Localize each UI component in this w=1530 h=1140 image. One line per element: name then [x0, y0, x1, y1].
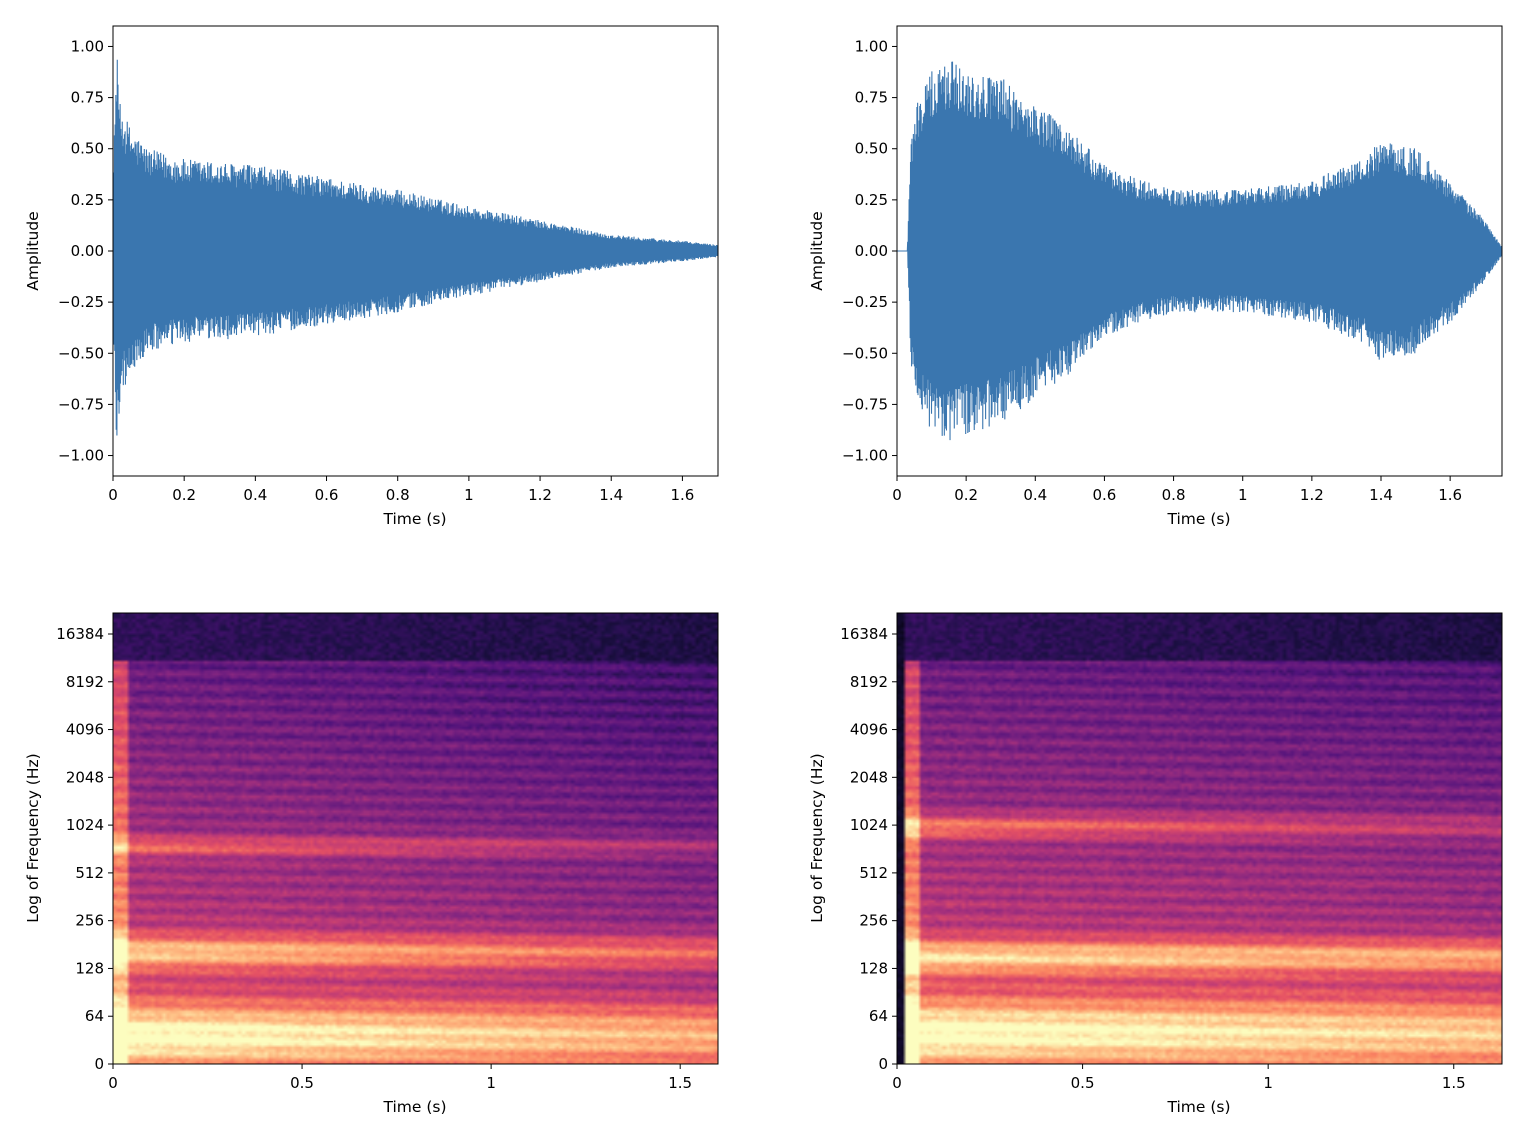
x-tick-label-left: 1.6 — [670, 486, 694, 504]
y-axis-label-spectrogram-left: Log of Frequency (Hz) — [24, 753, 42, 922]
y-tick-label-left: 512 — [75, 864, 104, 882]
y-tick-label-right: 64 — [869, 1007, 888, 1025]
y-tick-label-left: −0.50 — [58, 344, 104, 362]
y-tick-label-left: −0.25 — [58, 293, 104, 311]
y-tick-label-left: −0.75 — [58, 395, 104, 413]
y-tick-label-left: 0.25 — [71, 191, 104, 209]
x-ticks-waveform-left: 0 0.2 0.4 0.6 0.8 1 1.2 1.4 1.6 — [108, 476, 694, 504]
x-ticks-waveform-right: 0 0.2 0.4 0.6 0.8 1 1.2 1.4 1.6 — [892, 476, 1462, 504]
x-ticks-spectrogram-right: 0 0.5 1 1.5 — [892, 1064, 1466, 1092]
waveform-line — [113, 59, 718, 436]
x-tick-label-left: 0 — [108, 1074, 118, 1092]
x-ticks-spectrogram-left: 0 0.5 1 1.5 — [108, 1064, 692, 1092]
y-tick-label-right: 4096 — [850, 721, 888, 739]
y-tick-label-left: 128 — [75, 959, 104, 977]
x-tick-label-right: 0.5 — [1071, 1074, 1095, 1092]
x-tick-label-left: 1.5 — [668, 1074, 692, 1092]
y-ticks-spectrogram-left: 16384 8192 4096 2048 1024 512 256 128 64 0 — [56, 625, 113, 1073]
spectrogram-plot-right: 0 0.5 1 1.5 16384 8192 4096 2048 1024 512 256 128 6… — [808, 612, 1503, 1116]
y-tick-label-right: 1024 — [850, 816, 888, 834]
x-tick-label-right: 1.5 — [1442, 1074, 1466, 1092]
waveform-plot-right: 0 0.2 0.4 0.6 0.8 1 1.2 1.4 1.6 1.00 0.75 0.50 0.25… — [808, 25, 1503, 528]
x-tick-label-left: 0.4 — [243, 486, 267, 504]
y-ticks-spectrogram-right: 16384 8192 4096 2048 1024 512 256 128 64 0 — [840, 625, 897, 1073]
y-tick-label-left: 0.50 — [71, 140, 104, 158]
x-tick-label-right: 1 — [1238, 486, 1248, 504]
y-ticks-waveform-right: 1.00 0.75 0.50 0.25 0.00 −0.25 −0.50 −0.75 −1.00 — [842, 37, 897, 465]
y-tick-label-right: 0.75 — [855, 89, 888, 107]
y-tick-label-right: 16384 — [840, 625, 888, 643]
y-axis-label-waveform-left: Amplitude — [24, 211, 42, 290]
y-tick-label-right: −1.00 — [842, 447, 888, 465]
x-tick-label-left: 0.5 — [290, 1074, 314, 1092]
y-tick-label-right: 512 — [859, 864, 888, 882]
waveform-line — [897, 61, 1502, 441]
y-tick-label-right: −0.75 — [842, 395, 888, 413]
axes-frame-spectrogram-left — [112, 612, 719, 1065]
y-tick-label-left: 4096 — [66, 721, 104, 739]
x-tick-label-left: 0.8 — [386, 486, 410, 504]
x-tick-label-right: 0.6 — [1092, 486, 1116, 504]
x-tick-label-right: 0 — [892, 1074, 902, 1092]
y-tick-label-left: 0 — [94, 1055, 104, 1073]
x-axis-label-waveform-left: Time (s) — [382, 510, 446, 528]
spectrogram-image-left — [113, 613, 718, 1064]
x-tick-label-right: 1.6 — [1438, 486, 1462, 504]
y-tick-label-right: 0 — [878, 1055, 888, 1073]
x-tick-label-right: 1.2 — [1300, 486, 1324, 504]
x-axis-label-spectrogram-left: Time (s) — [382, 1098, 446, 1116]
y-tick-label-right: −0.50 — [842, 344, 888, 362]
axes-frame-spectrogram-right — [896, 612, 1503, 1065]
x-tick-label-left: 1 — [486, 1074, 496, 1092]
waveform-plot-left: 0 0.2 0.4 0.6 0.8 1 1.2 1.4 1.6 1.00 0.75 0.50 0.25… — [24, 25, 719, 528]
y-tick-label-right: 1.00 — [855, 37, 888, 55]
x-tick-label-left: 0.6 — [315, 486, 339, 504]
x-tick-label-left: 1.4 — [599, 486, 623, 504]
y-tick-label-right: 0.00 — [855, 242, 888, 260]
y-tick-label-right: 256 — [859, 912, 888, 930]
x-tick-label-right: 0 — [892, 486, 902, 504]
x-tick-label-left: 0 — [108, 486, 118, 504]
x-tick-label-right: 1.4 — [1369, 486, 1393, 504]
x-tick-label-left: 0.2 — [172, 486, 196, 504]
y-axis-label-spectrogram-right: Log of Frequency (Hz) — [808, 753, 826, 922]
y-tick-label-left: 8192 — [66, 673, 104, 691]
waveform-trace-left — [113, 59, 718, 436]
y-ticks-waveform-left: 1.00 0.75 0.50 0.25 0.00 −0.25 −0.50 −0.75 −1.00 — [58, 37, 113, 465]
y-tick-label-left: 2048 — [66, 768, 104, 786]
y-tick-label-left: 1024 — [66, 816, 104, 834]
x-tick-label-right: 0.4 — [1023, 486, 1047, 504]
x-tick-label-right: 0.2 — [954, 486, 978, 504]
spectrogram-image-right — [897, 613, 1502, 1064]
y-tick-label-right: 0.25 — [855, 191, 888, 209]
x-tick-label-right: 0.8 — [1162, 486, 1186, 504]
x-tick-label-right: 1 — [1263, 1074, 1273, 1092]
x-tick-label-left: 1 — [464, 486, 474, 504]
y-tick-label-right: 8192 — [850, 673, 888, 691]
y-tick-label-left: 0.00 — [71, 242, 104, 260]
spectrogram-plot-left: 0 0.5 1 1.5 16384 8192 4096 2048 1024 512 256 128 6… — [24, 612, 719, 1116]
x-tick-label-left: 1.2 — [528, 486, 552, 504]
y-tick-label-right: −0.25 — [842, 293, 888, 311]
y-tick-label-left: 256 — [75, 912, 104, 930]
y-axis-label-waveform-right: Amplitude — [808, 211, 826, 290]
y-tick-label-right: 0.50 — [855, 140, 888, 158]
y-tick-label-right: 2048 — [850, 768, 888, 786]
waveform-trace-right — [897, 61, 1502, 441]
x-axis-label-waveform-right: Time (s) — [1166, 510, 1230, 528]
y-tick-label-left: 64 — [85, 1007, 104, 1025]
x-axis-label-spectrogram-right: Time (s) — [1166, 1098, 1230, 1116]
y-tick-label-right: 128 — [859, 959, 888, 977]
y-tick-label-left: −1.00 — [58, 447, 104, 465]
y-tick-label-left: 1.00 — [71, 37, 104, 55]
y-tick-label-left: 0.75 — [71, 89, 104, 107]
y-tick-label-left: 16384 — [56, 625, 104, 643]
